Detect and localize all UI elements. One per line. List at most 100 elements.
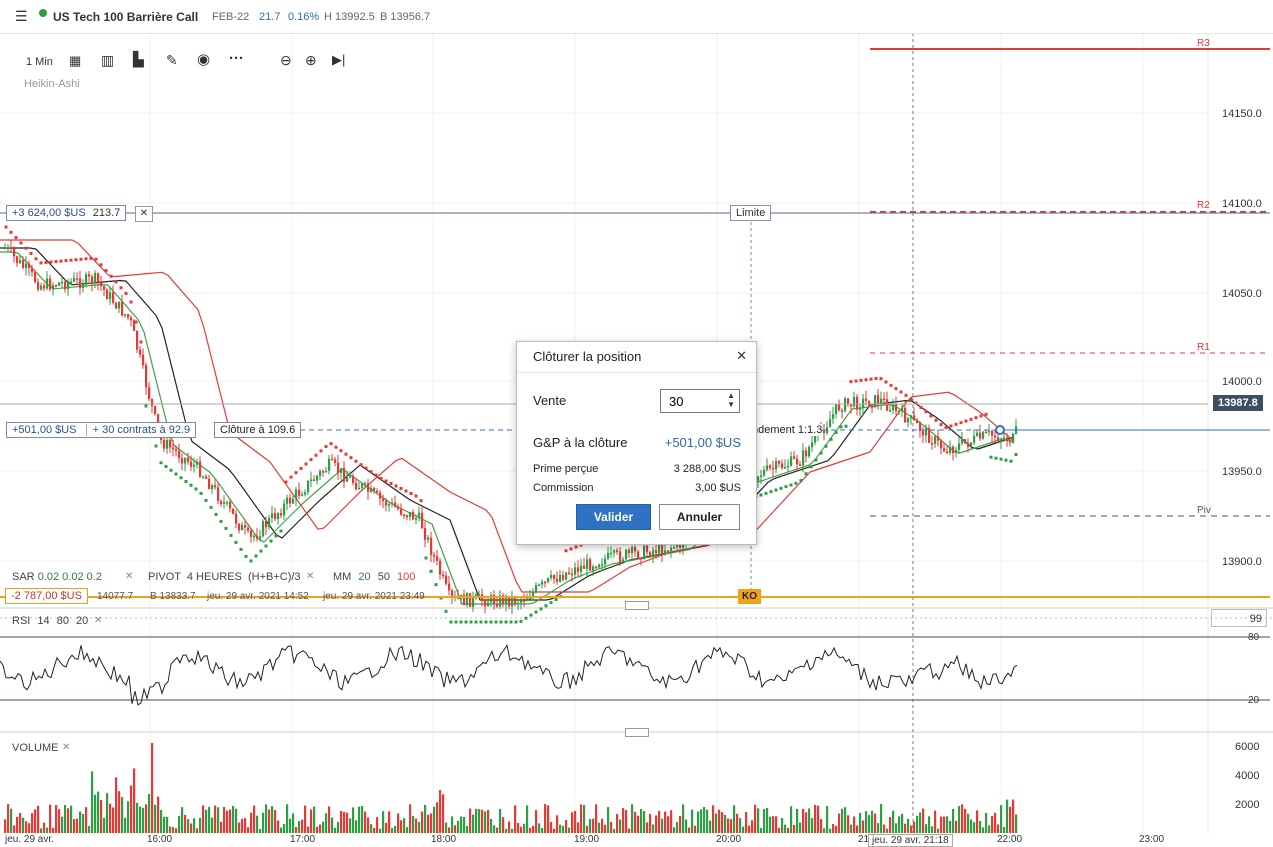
close-icon[interactable]: ✕	[125, 571, 134, 582]
bar-chart-icon[interactable]: ▙	[133, 51, 144, 67]
ko-pnl-pill[interactable]: -2 787,00 $US	[5, 588, 88, 604]
close-icon[interactable]: ✕	[736, 348, 747, 363]
cancel-button[interactable]: Annuler	[659, 504, 740, 530]
volume-bar	[859, 812, 862, 833]
sar-dot	[899, 390, 903, 394]
volume-bar	[526, 805, 529, 833]
quantity-input[interactable]	[667, 393, 721, 410]
zoom-in-icon[interactable]: ⊕	[305, 52, 317, 68]
candle-body	[991, 430, 994, 436]
volume-bar	[91, 771, 94, 833]
sar-dot	[944, 426, 948, 430]
candle-body	[487, 602, 490, 607]
volume-legend[interactable]: VOLUME	[12, 742, 59, 754]
volume-bar	[196, 828, 199, 833]
volume-bar	[307, 826, 310, 833]
candle-body	[193, 464, 196, 467]
position-pill[interactable]: +501,00 $US + 30 contrats à 92.9	[6, 422, 197, 438]
candle-body	[76, 278, 79, 280]
calendar-icon[interactable]: ▦	[69, 53, 82, 68]
rsi-legend[interactable]: RSI 14 80 20	[12, 615, 89, 627]
candle-body	[862, 398, 865, 409]
ko-info-low: B 13833.7	[150, 591, 196, 602]
volume-bar	[949, 820, 952, 833]
volume-bar	[316, 826, 319, 833]
sar-dot	[154, 444, 158, 448]
pane-resize-handle[interactable]	[625, 728, 649, 737]
candle-body	[886, 399, 889, 411]
eye-icon[interactable]: ◉	[197, 51, 211, 68]
volume-bar	[934, 810, 937, 833]
sar-legend[interactable]: SAR 0.02 0.02 0.2	[12, 571, 102, 583]
timeframe-selector[interactable]: 1 Min	[26, 56, 53, 68]
volume-bar	[208, 806, 211, 833]
volume-bar	[706, 809, 709, 833]
volume-bar	[427, 814, 430, 833]
volume-bar	[214, 805, 217, 833]
confirm-button[interactable]: Valider	[576, 504, 651, 530]
expiry-label: FEB-22	[212, 11, 250, 23]
close-at-button[interactable]: Clôture à 109.6	[214, 422, 302, 438]
sar-dot	[184, 480, 188, 483]
candle-body	[334, 459, 337, 463]
pencil-icon[interactable]: ✎	[166, 52, 178, 68]
volume-bar	[466, 825, 469, 833]
candle-body	[829, 418, 832, 428]
volume-bar	[940, 816, 943, 833]
candle-body	[415, 517, 418, 520]
volume-bar	[604, 824, 607, 833]
volume-bar	[103, 817, 106, 833]
candles-icon[interactable]: ▥	[101, 52, 115, 68]
hamburger-icon[interactable]: ☰	[15, 8, 28, 24]
current-price-tag: 13987.8	[1213, 395, 1263, 411]
pivot-legend[interactable]: PIVOT 4 HEURES (H+B+C)/3	[148, 571, 301, 583]
stepper-arrows-icon[interactable]: ▲ ▼	[727, 391, 735, 409]
limit-label[interactable]: Limite	[730, 205, 772, 221]
sar-dot	[359, 463, 363, 467]
volume-bar	[922, 808, 925, 833]
candle-body	[850, 404, 853, 407]
close-icon[interactable]: ✕	[94, 615, 103, 626]
candle-body	[874, 395, 877, 408]
candle-body	[667, 550, 670, 552]
sar-dot	[479, 620, 483, 624]
ko-marker[interactable]: KO	[738, 589, 761, 604]
candle-body	[793, 456, 796, 459]
volume-bar	[10, 808, 13, 833]
play-end-icon[interactable]: ▶|	[332, 52, 346, 67]
limit-pnl-pill[interactable]: +3 624,00 $US 213.7	[6, 205, 127, 221]
time-label: 17:00	[290, 834, 316, 845]
candle-body	[994, 435, 997, 438]
instrument-name[interactable]: US Tech 100 Barrière Call	[53, 10, 199, 24]
position-marker	[995, 425, 1005, 435]
mm-legend[interactable]: MM 20 50 100	[333, 571, 416, 583]
volume-bar	[595, 804, 598, 833]
candle-body	[925, 428, 928, 436]
candle-body	[634, 547, 637, 552]
sar-dot	[239, 547, 243, 551]
candle-body	[436, 556, 439, 561]
close-icon[interactable]: ✕	[306, 571, 315, 582]
sar-dot	[844, 424, 848, 428]
candle-body	[427, 537, 430, 540]
volume-bar	[337, 821, 340, 833]
candle-body	[814, 434, 817, 443]
sar-dot	[889, 383, 893, 387]
quantity-stepper[interactable]: ▲▼	[660, 389, 740, 413]
sar-dot	[874, 377, 878, 380]
zoom-out-icon[interactable]: ⊖	[280, 52, 292, 68]
sar-dot	[249, 559, 253, 563]
pane-resize-handle[interactable]	[625, 601, 649, 610]
close-icon[interactable]: ✕	[135, 206, 153, 222]
volume-bar	[229, 809, 232, 833]
candle-body	[367, 483, 370, 493]
volume-bar	[823, 828, 826, 833]
candle-body	[763, 469, 766, 476]
volume-bar	[235, 808, 238, 833]
candle-body	[268, 517, 271, 528]
candle-body	[217, 487, 220, 501]
candle-body	[916, 419, 919, 424]
more-icon[interactable]: ···	[229, 50, 244, 67]
sar-dot	[774, 488, 778, 492]
close-icon[interactable]: ✕	[62, 742, 71, 753]
